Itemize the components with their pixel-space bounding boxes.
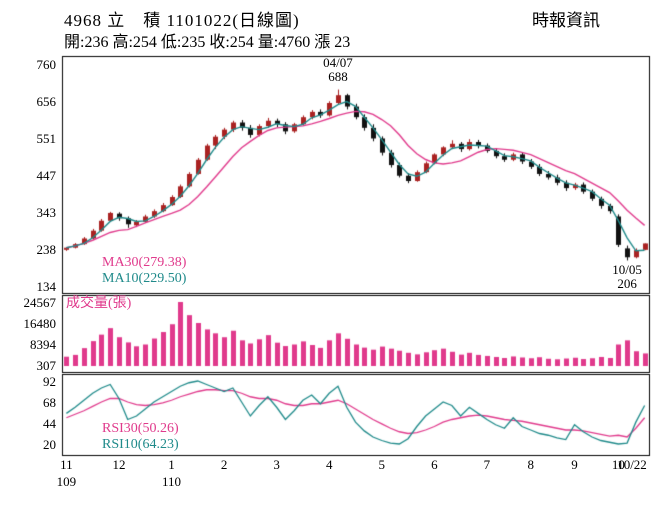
volume-axis-tick: 307 xyxy=(36,358,57,373)
annotation-date: 04/07 xyxy=(323,54,353,70)
ma10-legend: MA10(229.50) xyxy=(102,271,187,286)
data-source-label: 時報資訊 xyxy=(532,11,600,30)
annotation-value: 206 xyxy=(617,276,637,292)
price-axis-tick: 760 xyxy=(36,57,57,72)
x-axis-tick: 10/22 xyxy=(617,457,647,472)
x-axis-tick: 10 xyxy=(611,457,625,472)
price-axis-tick: 551 xyxy=(36,131,57,147)
annotation-date: 10/05 xyxy=(612,262,642,278)
x-axis-tick: 3 xyxy=(273,457,280,472)
year-label: 110 xyxy=(161,474,182,489)
annotation-10-05: 10/05 206 xyxy=(603,263,651,291)
year-label: 109 xyxy=(56,474,77,489)
chart-title: 4968 立 積 1101022(日線圖) xyxy=(64,11,300,30)
price-axis-tick: 134 xyxy=(36,279,57,294)
price-axis-tick: 447 xyxy=(36,168,57,183)
x-axis-tick: 9 xyxy=(571,457,578,472)
rsi-axis-tick: 92 xyxy=(43,374,56,389)
rsi-axis-tick: 44 xyxy=(43,416,56,431)
rsi30-legend: RSI30(50.26) xyxy=(102,421,179,436)
volume-panel-label: 成交量(張) xyxy=(66,296,132,311)
price-axis-tick: 656 xyxy=(36,93,57,109)
x-axis-tick: 5 xyxy=(378,457,386,472)
x-axis-tick: 7 xyxy=(483,457,491,472)
ma30-legend: MA30(279.38) xyxy=(102,255,187,270)
price-axis-tick: 343 xyxy=(36,204,57,220)
volume-axis-tick: 8394 xyxy=(30,336,56,352)
x-axis-tick: 12 xyxy=(112,457,126,472)
annotation-value: 688 xyxy=(328,68,348,84)
x-axis-tick: 11 xyxy=(60,457,73,472)
volume-axis-tick: 24567 xyxy=(23,295,57,310)
annotation-04-07: 04/07 688 xyxy=(314,54,362,84)
x-axis-tick: 6 xyxy=(431,457,438,472)
x-axis-tick: 8 xyxy=(527,457,534,472)
x-axis-tick: 1 xyxy=(168,457,175,472)
rsi10-legend: RSI10(64.23) xyxy=(102,437,179,452)
price-axis-tick: 238 xyxy=(36,242,57,258)
x-axis-tick: 2 xyxy=(220,457,228,472)
rsi-axis-tick: 20 xyxy=(43,437,56,452)
volume-axis-tick: 16480 xyxy=(23,316,57,331)
quote-summary: 開:236 高:254 低:235 收:254 量:4760 漲 23 xyxy=(64,34,351,51)
rsi-axis-tick: 68 xyxy=(43,395,56,410)
x-axis-tick: 4 xyxy=(325,457,333,472)
